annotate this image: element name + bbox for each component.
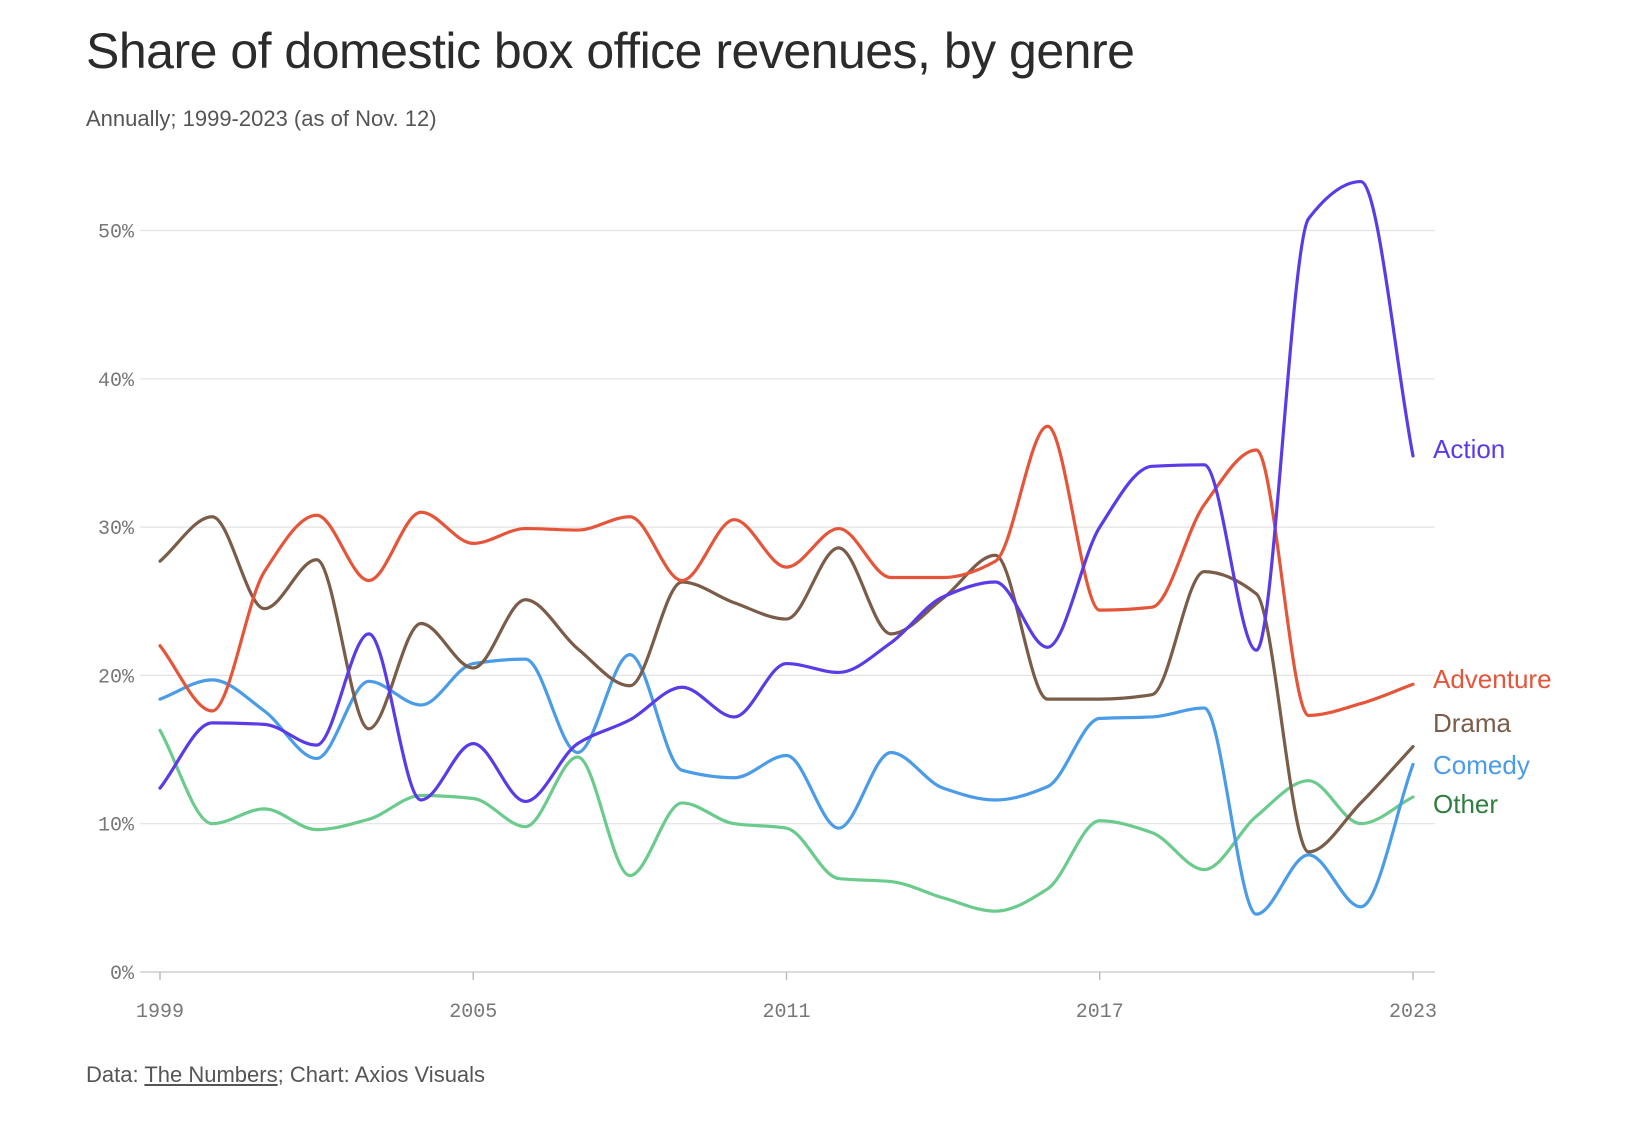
series-label-drama: Drama <box>1433 708 1512 738</box>
series-label-comedy: Comedy <box>1433 750 1530 780</box>
series-label-adventure: Adventure <box>1433 664 1552 694</box>
y-tick-label: 30% <box>98 518 135 541</box>
y-tick-label: 50% <box>98 222 135 245</box>
series-label-other: Other <box>1433 789 1498 819</box>
series-lines <box>158 179 1415 916</box>
series-line-action <box>158 179 1415 804</box>
x-tick-label: 2023 <box>1389 1001 1437 1024</box>
y-tick-label: 10% <box>98 815 135 838</box>
x-tick-label: 2017 <box>1076 1001 1124 1024</box>
grid-lines <box>140 229 1435 973</box>
chart-footer: Data: The Numbers; Chart: Axios Visuals <box>86 1062 485 1088</box>
series-line-comedy <box>158 653 1415 916</box>
series-line-drama <box>158 515 1415 854</box>
axes: 0% 10% 20% 30% 40% 50% 1999 2005 2011 2017 2023 <box>98 222 1437 1025</box>
x-tick-label: 2005 <box>449 1001 497 1024</box>
series-labels: Action Adventure Drama Comedy Other <box>1433 434 1552 819</box>
source-link[interactable]: The Numbers <box>144 1062 278 1087</box>
y-tick-label: 0% <box>110 963 135 986</box>
x-tick-label: 1999 <box>136 1001 184 1024</box>
x-tick-label: 2011 <box>762 1001 810 1024</box>
footer-suffix: ; Chart: Axios Visuals <box>277 1062 486 1087</box>
y-tick-label: 20% <box>98 666 135 689</box>
series-label-action: Action <box>1433 434 1505 464</box>
chart-subtitle: Annually; 1999-2023 (as of Nov. 12) <box>86 106 437 131</box>
y-tick-label: 40% <box>98 370 135 393</box>
series-line-other <box>158 728 1415 913</box>
footer-prefix: Data: <box>86 1062 145 1087</box>
chart-title: Share of domestic box office revenues, b… <box>86 23 1135 79</box>
